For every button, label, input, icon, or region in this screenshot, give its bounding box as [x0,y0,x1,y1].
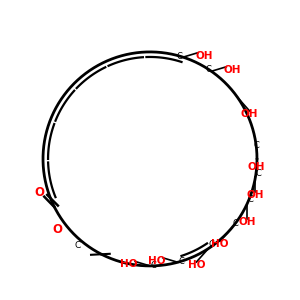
Text: C: C [232,219,238,228]
Text: OH: OH [247,190,264,200]
Text: C: C [177,52,182,61]
Text: O: O [52,223,62,236]
Text: OH: OH [224,65,241,75]
Text: OH: OH [238,217,256,227]
Text: HO: HO [188,260,205,270]
Text: C: C [206,65,211,74]
Text: C: C [208,240,214,249]
Text: OH: OH [195,51,213,61]
Text: OH: OH [248,162,265,172]
Text: HO: HO [211,239,229,249]
Text: C: C [74,242,80,250]
Text: OH: OH [241,109,258,119]
Text: HO: HO [148,256,166,266]
Text: C: C [151,261,157,270]
Text: C: C [247,195,253,204]
Text: C: C [255,169,261,178]
Text: HO: HO [120,260,138,269]
Text: C: C [254,141,260,150]
Text: C: C [178,257,184,266]
Text: O: O [34,186,44,199]
